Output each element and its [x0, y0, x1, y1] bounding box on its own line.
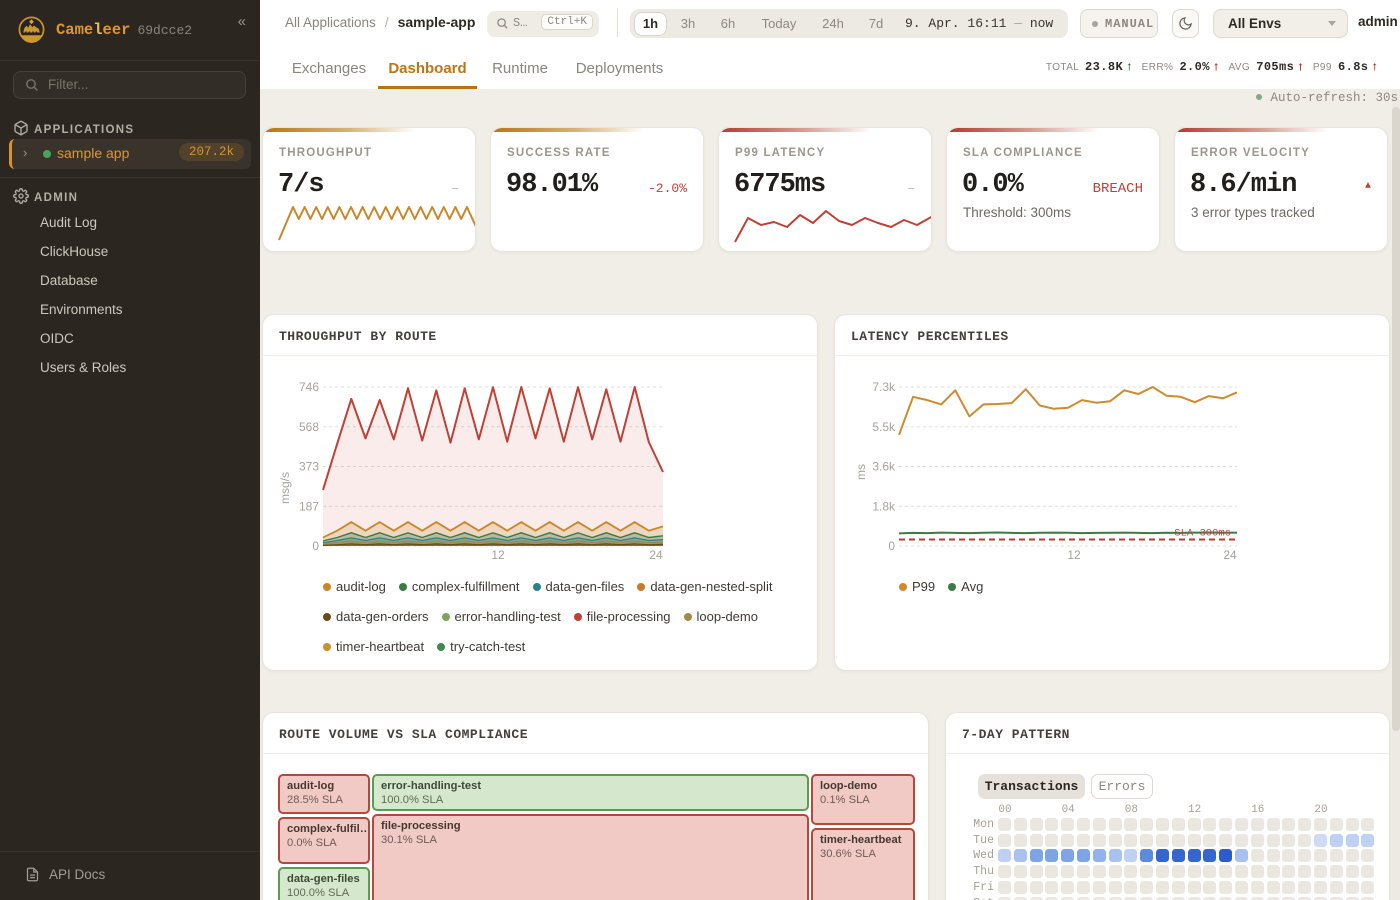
svg-text:7.3k: 7.3k — [872, 380, 896, 394]
svg-text:msg/s: msg/s — [278, 472, 292, 504]
svg-text:1.8k: 1.8k — [872, 499, 896, 513]
svg-text:12: 12 — [491, 548, 505, 562]
svg-text:ms: ms — [854, 464, 868, 480]
svg-text:0: 0 — [312, 539, 319, 553]
svg-text:373: 373 — [299, 460, 319, 474]
svg-text:12: 12 — [1067, 548, 1081, 562]
svg-text:24: 24 — [649, 548, 663, 562]
svg-text:0: 0 — [888, 539, 895, 553]
svg-text:746: 746 — [299, 380, 319, 394]
svg-text:568: 568 — [299, 420, 319, 434]
svg-text:5.5k: 5.5k — [872, 420, 896, 434]
svg-text:SLA 300ms: SLA 300ms — [1174, 528, 1231, 540]
svg-text:24: 24 — [1223, 548, 1237, 562]
svg-text:3.6k: 3.6k — [872, 460, 896, 474]
svg-text:187: 187 — [299, 499, 319, 513]
